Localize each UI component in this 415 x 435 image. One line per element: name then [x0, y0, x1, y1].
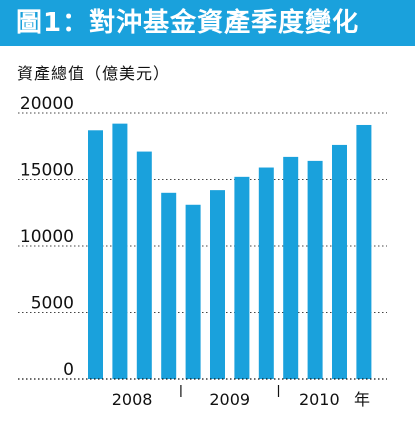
x-unit-label: 年 — [354, 390, 370, 409]
bar-2010-Q2 — [307, 160, 323, 379]
bar-2008-Q4 — [161, 192, 177, 379]
title-bar: 圖1：對沖基金資產季度變化 — [0, 0, 415, 46]
x-group-label-2010: 2010 — [299, 390, 340, 409]
y-tick-label-15000: 15000 — [20, 161, 74, 181]
bar-2008-Q1 — [88, 130, 103, 379]
x-group-label-2008: 2008 — [112, 390, 153, 409]
bar-2009-Q4 — [258, 167, 274, 379]
chart-title: 圖1：對沖基金資產季度變化 — [16, 8, 360, 38]
y-tick-label-0: 0 — [63, 360, 74, 380]
x-group-label-2009: 2009 — [209, 390, 250, 409]
bar-2010-Q1 — [283, 156, 299, 379]
bar-2010-Q3 — [332, 144, 347, 379]
y-tick-label-10000: 10000 — [20, 227, 74, 247]
bar-2010-Q4 — [356, 124, 372, 379]
y-axis-label: 資產總值（億美元） — [17, 64, 171, 83]
bar-2008-Q2 — [112, 123, 128, 379]
y-tick-label-5000: 5000 — [31, 294, 74, 314]
bar-2009-Q2 — [210, 190, 225, 379]
bar-2008-Q3 — [136, 151, 152, 379]
bar-2009-Q3 — [234, 176, 250, 379]
bar-2009-Q1 — [185, 204, 201, 379]
y-tick-label-20000: 20000 — [20, 94, 74, 114]
